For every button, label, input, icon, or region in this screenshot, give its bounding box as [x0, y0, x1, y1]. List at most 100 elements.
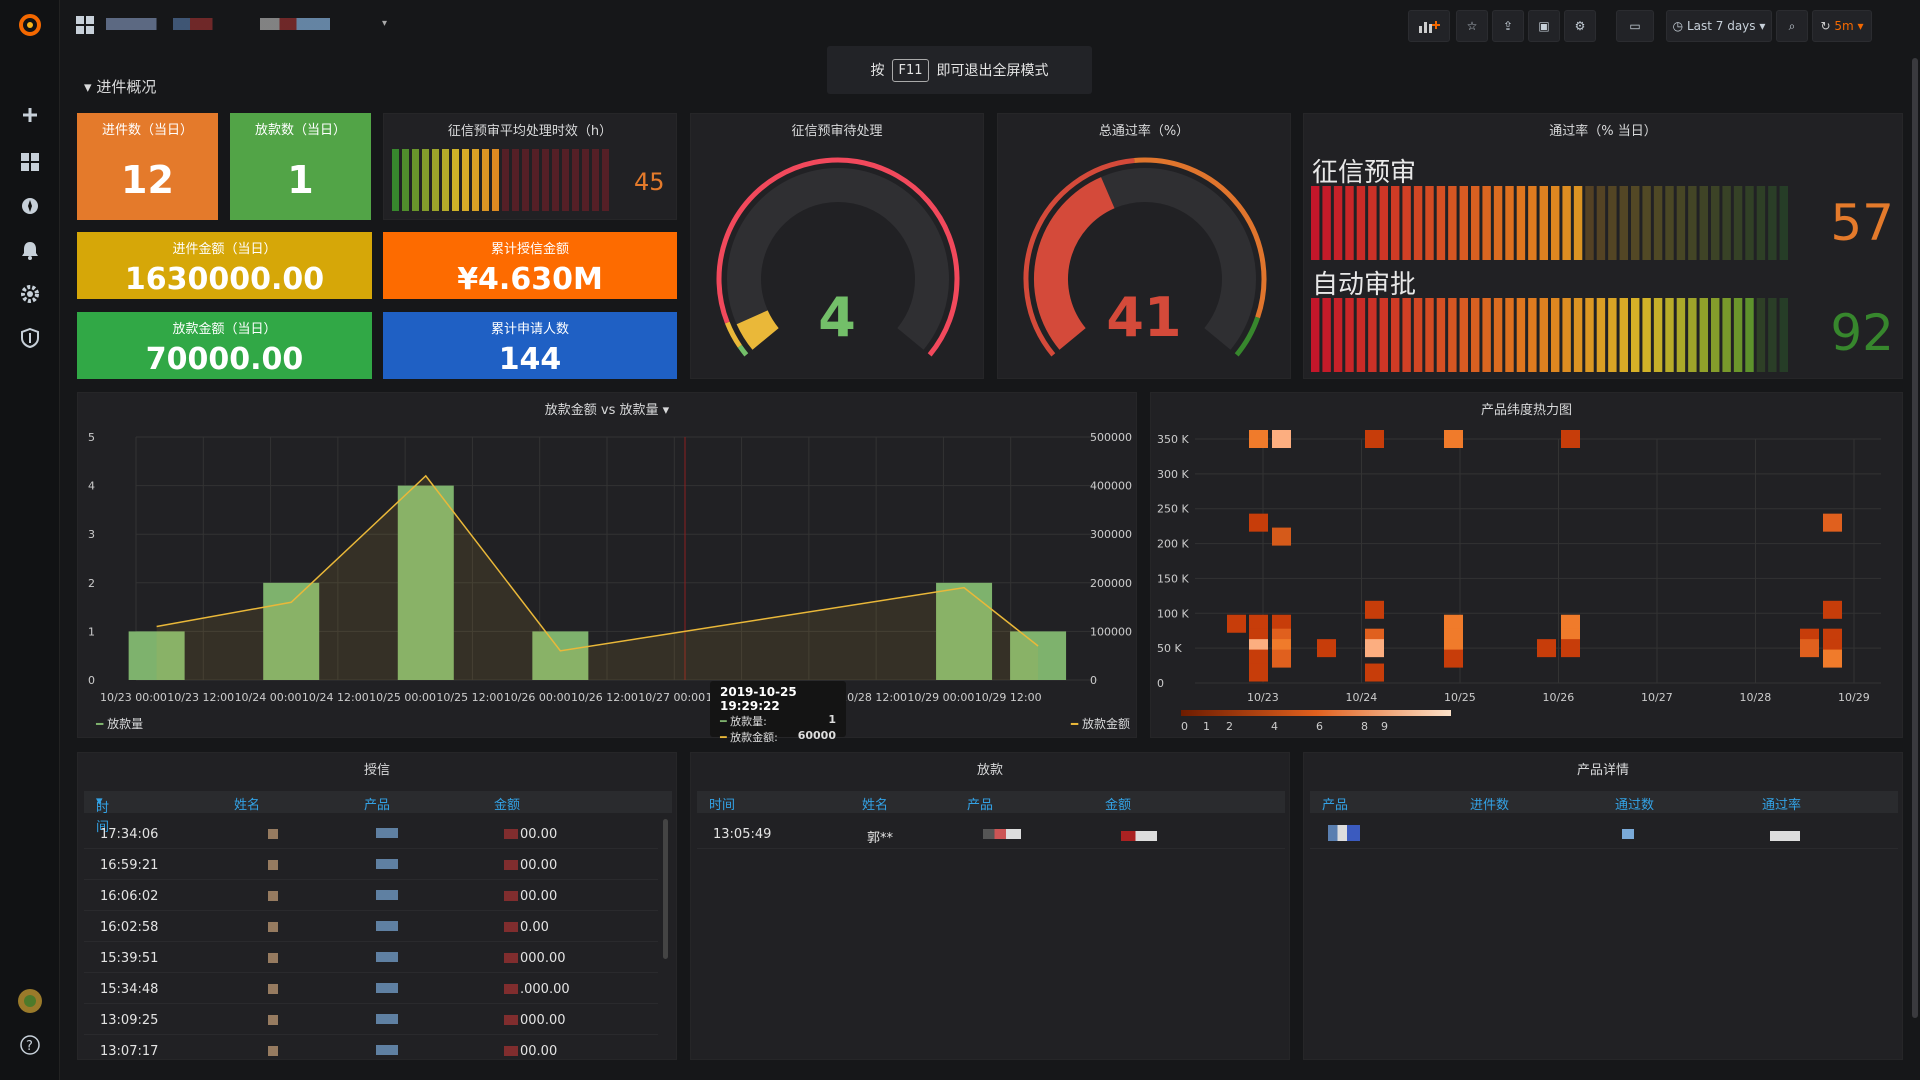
- col-time[interactable]: 时间: [709, 798, 736, 813]
- rate-cell: [1711, 186, 1720, 260]
- rate-cell: [1459, 298, 1468, 372]
- shield-icon[interactable]: [15, 323, 45, 353]
- settings-button[interactable]: ⚙: [1564, 10, 1596, 42]
- col-name[interactable]: 姓名: [862, 798, 889, 813]
- rate-label-1: 征信预审: [1312, 158, 1417, 188]
- explore-icon[interactable]: [15, 191, 45, 221]
- rate-cell: [1768, 186, 1777, 260]
- dashboard-title-redacted[interactable]: [106, 18, 386, 30]
- panel-title[interactable]: 放款金额 vs 放款量 ▾: [78, 399, 1136, 418]
- page-scrollbar[interactable]: [1912, 58, 1918, 1018]
- bar-cell: [462, 149, 469, 211]
- stat-lj-sx[interactable]: 累计授信金额 ¥4.630M: [383, 232, 677, 299]
- table-row[interactable]: 16:02:58 0.00: [84, 912, 658, 942]
- legend-left[interactable]: ━ 放款量: [96, 715, 143, 732]
- rate-cell: [1333, 298, 1343, 372]
- table-row[interactable]: 13:09:25 000.00: [84, 1005, 658, 1035]
- table-row[interactable]: 15:39:51 000.00: [84, 943, 658, 973]
- x-tick: 10/24 00:00: [235, 691, 302, 704]
- rate-cell: [1528, 298, 1537, 372]
- cell-amount: 000.00: [520, 1013, 566, 1028]
- share-button[interactable]: ⇪: [1492, 10, 1524, 42]
- x-tick: 10/25 00:00: [369, 691, 436, 704]
- table-row[interactable]: 17:34:06 00.00: [84, 819, 658, 849]
- gear-icon[interactable]: [15, 279, 45, 309]
- panel-table-cp[interactable]: 产品详情 产品 进件数 通过数 通过率: [1303, 752, 1903, 1060]
- dashboards-icon[interactable]: [15, 147, 45, 177]
- col-amount[interactable]: 金额: [1105, 798, 1132, 813]
- col-product[interactable]: 产品: [1322, 798, 1349, 813]
- table-row[interactable]: [1310, 819, 1898, 849]
- table-row[interactable]: 13:07:17 00.00: [84, 1036, 658, 1059]
- stat-jj-amt[interactable]: 进件金额（当日） 1630000.00: [77, 232, 372, 299]
- zoom-out-icon: ⌕: [1788, 18, 1796, 33]
- save-button[interactable]: ▣: [1528, 10, 1560, 42]
- rate-bar-2: [1311, 298, 1788, 372]
- col-amount[interactable]: 金额: [494, 798, 521, 813]
- scrollbar[interactable]: [663, 819, 668, 959]
- rate-cell: [1333, 186, 1343, 260]
- panel-table-fk[interactable]: 放款 时间 姓名 产品 金额 13:05:49 郭**: [690, 752, 1290, 1060]
- cell-name-redacted: [268, 860, 278, 870]
- sidebar: ?: [0, 0, 60, 1080]
- col-product[interactable]: 产品: [364, 798, 391, 813]
- rate-cell: [1653, 186, 1663, 260]
- settings-icon: ⚙: [1574, 19, 1586, 33]
- heat-cell: [1800, 639, 1819, 658]
- table-row[interactable]: 15:34:48 .000.00: [84, 974, 658, 1004]
- panel-gauge-rate[interactable]: 总通过率（%） 41: [997, 113, 1291, 379]
- table-header: 产品 进件数 通过数 通过率: [1310, 791, 1898, 813]
- avatar[interactable]: [15, 986, 45, 1016]
- cell-time: 16:02:58: [100, 920, 159, 935]
- time-picker-button[interactable]: ◷ Last 7 days ▾: [1666, 10, 1772, 42]
- rate-cell: [1528, 186, 1537, 260]
- gauge-threshold: [737, 344, 749, 357]
- col-name[interactable]: 姓名: [234, 798, 261, 813]
- table-row[interactable]: 16:06:02 00.00: [84, 881, 658, 911]
- zoom-out-button[interactable]: ⌕: [1776, 10, 1808, 42]
- panel-table-sx[interactable]: 授信 时间 ▾ 姓名 产品 金额 17:34:06 00.00 16:59:21 0…: [77, 752, 677, 1060]
- col-count[interactable]: 进件数: [1470, 798, 1510, 813]
- panel-heatmap[interactable]: 产品纬度热力图 0 50 K 100 K 150 K 200 K 250 K 300 K 35…: [1150, 392, 1903, 738]
- y-tick-left: 3: [88, 528, 95, 541]
- col-time[interactable]: 时间 ▾: [96, 794, 110, 835]
- help-icon[interactable]: ?: [15, 1030, 45, 1060]
- bell-icon[interactable]: [15, 235, 45, 265]
- rate-cell: [1482, 298, 1491, 372]
- table-row[interactable]: 13:05:49 郭**: [697, 819, 1285, 849]
- stat-fk-day[interactable]: 放款数（当日） 1: [230, 113, 371, 220]
- col-product[interactable]: 产品: [967, 798, 994, 813]
- star-button[interactable]: ☆: [1456, 10, 1488, 42]
- rate-value-2: 92: [1830, 304, 1894, 362]
- stat-jj-day[interactable]: 进件数（当日） 12: [77, 113, 218, 220]
- panel-gauge-pending[interactable]: 征信预审待处理 4: [690, 113, 984, 379]
- rate-cell: [1368, 186, 1377, 260]
- bar-gauge-cells: [392, 149, 609, 211]
- panel-title: 授信: [363, 763, 390, 778]
- col-pass[interactable]: 通过数: [1615, 798, 1655, 813]
- tv-mode-button[interactable]: ▭: [1616, 10, 1654, 42]
- grafana-logo-icon[interactable]: [15, 10, 45, 40]
- plus-icon[interactable]: [15, 100, 45, 130]
- stat-fk-amt[interactable]: 放款金额（当日） 70000.00: [77, 312, 372, 379]
- row-title-label: 进件概况: [96, 78, 157, 96]
- gauge-threshold: [724, 321, 742, 348]
- row-title[interactable]: ▾ 进件概况: [84, 78, 157, 96]
- add-panel-button[interactable]: [1408, 10, 1450, 42]
- stat-lj-sq[interactable]: 累计申请人数 144: [383, 312, 677, 379]
- dashboard-grid-icon: [76, 16, 94, 38]
- panel-pass-rate[interactable]: 通过率（% 当日） 征信预审 57 自动审批 92: [1303, 113, 1903, 379]
- chevron-down-icon[interactable]: ▾: [382, 18, 388, 29]
- legend-right[interactable]: ━ 放款金额: [1071, 715, 1130, 732]
- col-rate[interactable]: 通过率: [1762, 798, 1802, 813]
- bar-cell: [432, 149, 439, 211]
- cell-time: 17:34:06: [100, 827, 159, 842]
- x-tick: 10/26 12:00: [571, 691, 638, 704]
- cell-amount-redacted: [504, 891, 518, 901]
- refresh-button[interactable]: ↻ 5m ▾: [1812, 10, 1872, 42]
- rate-cell: [1619, 298, 1628, 372]
- table-row[interactable]: 16:59:21 00.00: [84, 850, 658, 880]
- panel-loan-chart[interactable]: 放款金额 vs 放款量 ▾ 0 0 1 100000 2 200000 3 300000 4 40…: [77, 392, 1137, 744]
- rate-cell: [1505, 186, 1514, 260]
- panel-avg-time[interactable]: 征信预审平均处理时效（h） 45: [383, 113, 677, 220]
